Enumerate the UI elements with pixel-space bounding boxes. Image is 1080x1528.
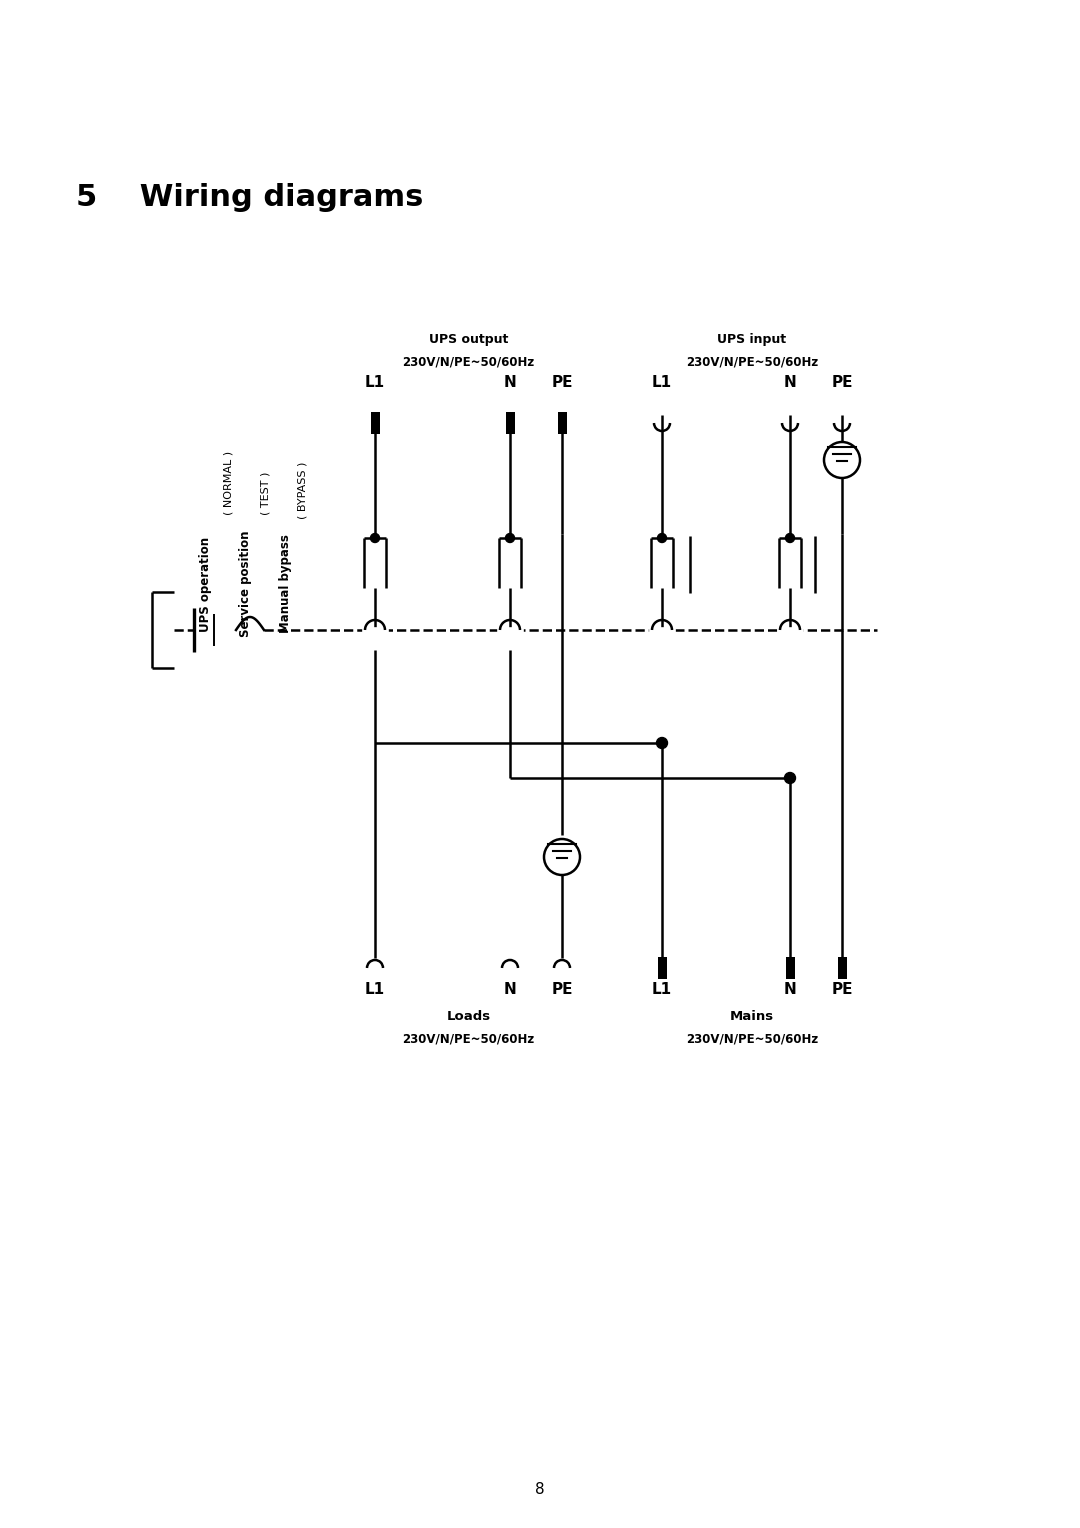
- Circle shape: [784, 773, 796, 784]
- Text: PE: PE: [551, 374, 572, 390]
- Bar: [370, 413, 379, 434]
- Circle shape: [505, 533, 514, 542]
- Text: UPS input: UPS input: [717, 333, 786, 345]
- Circle shape: [370, 533, 379, 542]
- Text: N: N: [784, 374, 796, 390]
- Text: PE: PE: [551, 983, 572, 996]
- Circle shape: [824, 442, 860, 478]
- Text: L1: L1: [365, 374, 386, 390]
- Bar: [785, 957, 795, 979]
- Text: ( TEST ): ( TEST ): [260, 471, 270, 515]
- Text: PE: PE: [832, 983, 853, 996]
- Text: ( NORMAL ): ( NORMAL ): [222, 451, 233, 515]
- Text: 5    Wiring diagrams: 5 Wiring diagrams: [76, 183, 423, 212]
- Bar: [837, 957, 847, 979]
- Circle shape: [657, 738, 667, 749]
- Text: Mains: Mains: [730, 1010, 774, 1024]
- Text: 230V/N/PE~50/60Hz: 230V/N/PE~50/60Hz: [403, 1033, 535, 1047]
- Text: L1: L1: [365, 983, 386, 996]
- Circle shape: [658, 533, 666, 542]
- Text: Manual bypass: Manual bypass: [279, 535, 292, 634]
- Text: 230V/N/PE~50/60Hz: 230V/N/PE~50/60Hz: [686, 1033, 819, 1047]
- Text: L1: L1: [652, 374, 672, 390]
- Text: ( BYPASS ): ( BYPASS ): [297, 461, 307, 518]
- Text: Loads: Loads: [446, 1010, 490, 1024]
- Text: UPS operation: UPS operation: [199, 536, 212, 631]
- Text: L1: L1: [652, 983, 672, 996]
- Text: 8: 8: [536, 1482, 544, 1497]
- Text: UPS output: UPS output: [429, 333, 509, 345]
- Text: 230V/N/PE~50/60Hz: 230V/N/PE~50/60Hz: [686, 354, 819, 368]
- Bar: [505, 413, 514, 434]
- Bar: [557, 413, 567, 434]
- Text: N: N: [503, 374, 516, 390]
- Text: PE: PE: [832, 374, 853, 390]
- Circle shape: [544, 839, 580, 876]
- Text: 230V/N/PE~50/60Hz: 230V/N/PE~50/60Hz: [403, 354, 535, 368]
- Text: N: N: [784, 983, 796, 996]
- Circle shape: [785, 533, 795, 542]
- Text: Service position: Service position: [239, 530, 252, 637]
- Bar: [658, 957, 666, 979]
- Text: N: N: [503, 983, 516, 996]
